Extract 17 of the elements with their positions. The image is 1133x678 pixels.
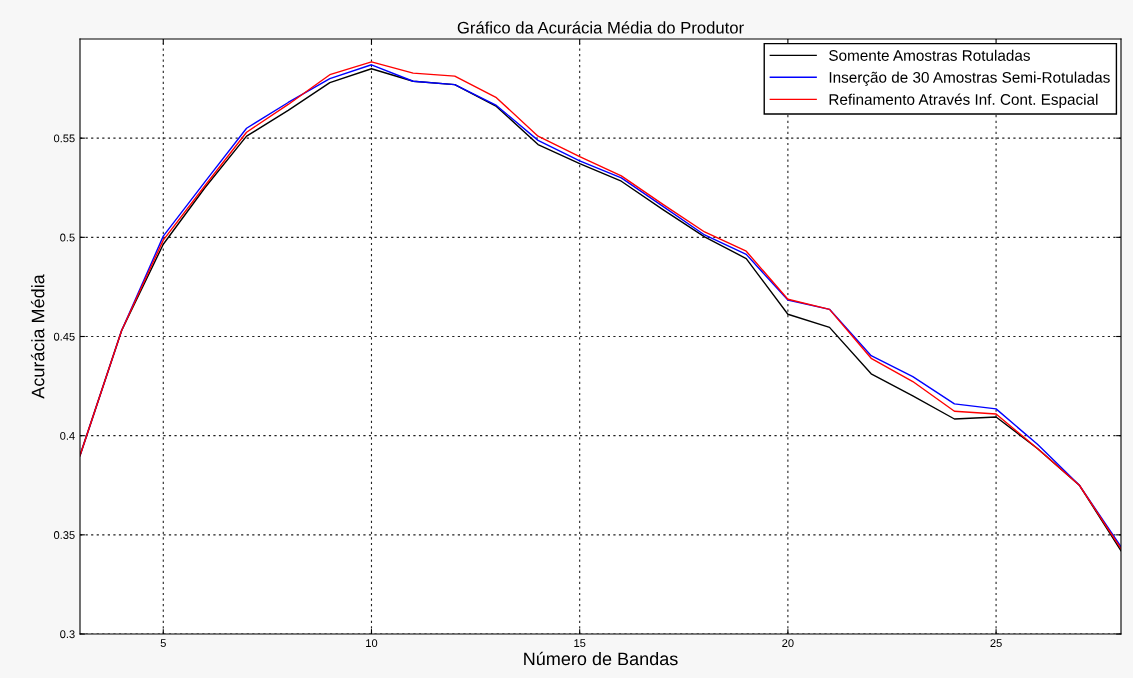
legend-label: Refinamento Através Inf. Cont. Espacial [829, 93, 1098, 108]
x-tick-label: 20 [782, 639, 794, 648]
y-axis-title: Acurácia Média [30, 274, 45, 399]
chart-title: Gráfico da Acurácia Média do Produtor [457, 21, 744, 34]
x-tick-label: 15 [574, 639, 586, 648]
x-tick-label: 10 [366, 639, 378, 648]
x-axis-title: Número de Bandas [524, 651, 678, 666]
y-tick-label: 0.55 [53, 134, 75, 143]
x-tick-label: 25 [990, 639, 1002, 648]
x-tick-label: 5 [160, 639, 166, 648]
y-tick-label: 0.45 [53, 332, 75, 341]
y-tick-label: 0.5 [60, 233, 75, 242]
legend-label: Somente Amostras Rotuladas [829, 49, 1030, 61]
y-tick-label: 0.35 [53, 531, 75, 539]
y-tick-label: 0.3 [60, 630, 75, 639]
y-tick-label: 0.4 [60, 431, 75, 440]
legend-label: Inserção de 30 Amostras Semi-Rotuladas [829, 71, 1110, 86]
